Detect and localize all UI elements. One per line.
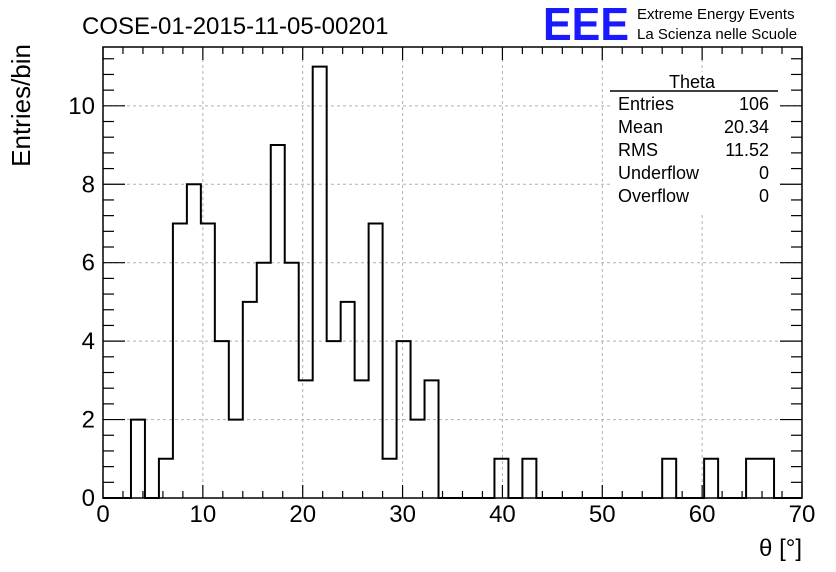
stats-label: Underflow xyxy=(618,163,700,183)
run-title: COSE-01-2015-11-05-00201 xyxy=(82,13,388,40)
y-axis-label: Entries/bin xyxy=(6,44,36,167)
y-tick-label: 6 xyxy=(82,250,95,277)
y-tick-labels: 0 2 4 6 8 10 xyxy=(68,93,95,512)
x-tick-label: 70 xyxy=(789,501,816,528)
y-tick-label: 2 xyxy=(82,407,95,434)
x-tick-label: 60 xyxy=(689,501,716,528)
x-tick-label: 20 xyxy=(289,501,316,528)
logo-line-1: Extreme Energy Events xyxy=(637,6,795,23)
stats-label: Mean xyxy=(618,117,663,137)
x-tick-label: 40 xyxy=(489,501,516,528)
x-tick-label: 30 xyxy=(389,501,416,528)
stats-value: 0 xyxy=(759,163,769,183)
stats-rows: Entries 106 Mean 20.34 RMS 11.52 Underflow 0 Ove… xyxy=(618,94,769,206)
y-tick-label: 4 xyxy=(82,328,95,355)
x-tick-label: 50 xyxy=(589,501,616,528)
x-tick-labels: 0 10 20 30 40 50 60 70 xyxy=(96,501,815,528)
y-tick-label: 0 xyxy=(82,485,95,512)
stats-label: RMS xyxy=(618,140,658,160)
stats-value: 20.34 xyxy=(724,117,769,137)
y-tick-label: 10 xyxy=(68,93,95,120)
stats-box: Theta Entries 106 Mean 20.34 RMS 11.52 Underfl… xyxy=(610,72,780,212)
stats-value: 106 xyxy=(739,94,769,114)
stats-label: Overflow xyxy=(618,186,690,206)
stats-title: Theta xyxy=(669,72,716,92)
stats-value: 11.52 xyxy=(725,140,769,160)
x-tick-label: 10 xyxy=(190,501,217,528)
eee-logo: EEE Extreme Energy Events La Scienza nel… xyxy=(543,0,797,50)
axis-ticks xyxy=(102,47,803,499)
histogram-line xyxy=(103,65,802,499)
stats-label: Entries xyxy=(618,94,674,114)
eee-logo-mark: EEE xyxy=(543,0,629,50)
y-tick-label: 8 xyxy=(82,171,95,198)
x-axis-label: θ [°] xyxy=(759,535,802,562)
x-tick-label: 0 xyxy=(96,501,109,528)
stats-value: 0 xyxy=(759,186,769,206)
stats-box-bg xyxy=(610,72,780,212)
logo-line-2: La Scienza nelle Scuole xyxy=(637,26,797,43)
plot-frame xyxy=(102,46,803,499)
